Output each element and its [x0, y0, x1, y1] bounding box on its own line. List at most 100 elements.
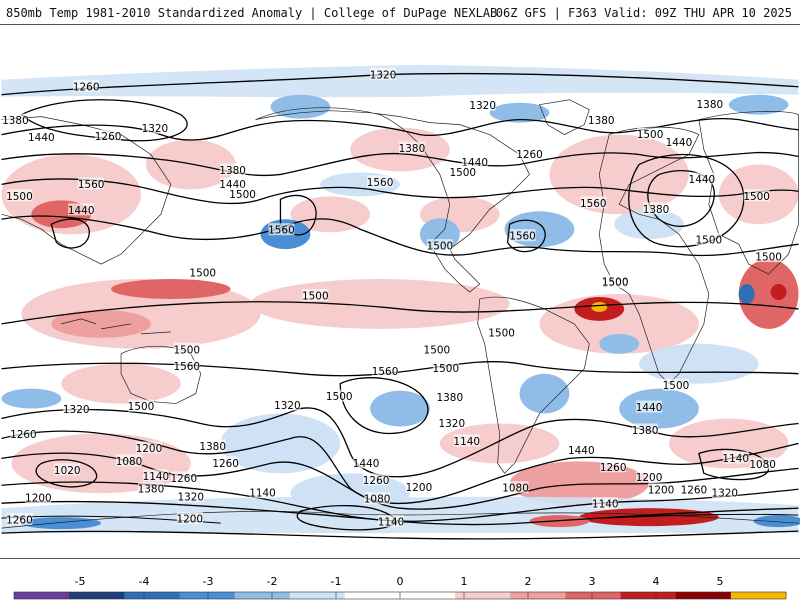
- contour-label: 1440: [353, 458, 380, 470]
- contour-label: 1320: [142, 123, 169, 135]
- contour-label: 1200: [25, 493, 52, 505]
- contour-label-bg: [636, 400, 663, 413]
- contour-label-bg: [364, 492, 391, 505]
- contour-label: 1140: [722, 453, 749, 465]
- contour-label-bg: [453, 434, 480, 447]
- contour-label: 1560: [78, 179, 105, 191]
- contour-label-bg: [63, 402, 90, 415]
- contour-label: 1560: [580, 198, 607, 210]
- contour-label: 1440: [68, 205, 95, 217]
- contour-label: 1200: [136, 443, 163, 455]
- contour-label: 1560: [367, 177, 394, 189]
- contour-label-bg: [436, 390, 463, 403]
- contour-label-bg: [461, 155, 488, 168]
- contour-label: 1440: [689, 174, 716, 186]
- colorbar-segment: [510, 592, 566, 599]
- contour-label: 1500: [6, 191, 33, 203]
- contour-label-bg: [600, 460, 627, 473]
- contour-label: 1260: [600, 462, 627, 474]
- contour-label-bg: [6, 189, 33, 202]
- contour-label: 1560: [372, 366, 399, 378]
- contour-label-bg: [274, 398, 301, 411]
- contour-label: 1200: [636, 472, 663, 484]
- contour-label-bg: [755, 250, 782, 263]
- colorbar-segment: [730, 592, 787, 599]
- contour-label: 1500: [663, 380, 690, 392]
- contour-label: 1560: [509, 231, 536, 243]
- contour-label: 1380: [588, 115, 615, 127]
- contour-label-bg: [54, 463, 81, 476]
- colorbar-segment: [289, 592, 346, 599]
- colorbar-tick-label: -1: [331, 575, 342, 588]
- contour-label: 1500: [743, 191, 770, 203]
- contour-label-bg: [173, 342, 200, 355]
- contour-label: 1140: [378, 517, 405, 529]
- contour-label: 1500: [637, 129, 664, 141]
- contour-label-bg: [438, 416, 465, 429]
- contour-label-bg: [78, 177, 105, 190]
- contour-label: 1260: [212, 458, 239, 470]
- contour-label-bg: [399, 141, 425, 154]
- contour-label-bg: [353, 456, 380, 469]
- contour-label-bg: [426, 239, 453, 252]
- contour-label-bg: [229, 187, 256, 200]
- colorbar-tick-label: 2: [525, 575, 532, 588]
- contour-label-bg: [170, 471, 197, 484]
- contour-label: 1140: [143, 471, 170, 483]
- contour-label-bg: [6, 513, 33, 526]
- contour-label-bg: [268, 223, 295, 236]
- contour-label-bg: [302, 289, 329, 301]
- contour-label: 1080: [502, 483, 529, 495]
- contour-label: 1500: [602, 277, 629, 289]
- contour-label: 1500: [128, 401, 155, 413]
- colorbar-tick-labels: -5 -4 -3 -2 -1 0 1 2 3 4 5: [75, 575, 724, 599]
- contour-label-bg: [370, 67, 397, 80]
- contour-label-bg: [326, 389, 353, 402]
- contour-label: 1140: [592, 499, 619, 511]
- colorbar-segment: [620, 592, 677, 599]
- contour-label-bg: [696, 97, 723, 110]
- contour-label: 1200: [176, 514, 203, 526]
- contour-label: 1380: [199, 441, 226, 453]
- contour-label-bg: [176, 512, 203, 525]
- colorbar-segment: [69, 592, 125, 599]
- contour-label-bg: [602, 275, 629, 288]
- colorbar-tick-label: 0: [397, 575, 404, 588]
- contour-label-bg: [249, 486, 276, 499]
- colorbar-segment: [124, 592, 180, 599]
- contour-label: 1320: [439, 418, 466, 430]
- contour-label: 1260: [171, 473, 198, 485]
- contour-label: 1500: [229, 189, 256, 201]
- colorbar-segment: [675, 592, 732, 599]
- contour-label-bg: [212, 456, 239, 469]
- contour-label-bg: [405, 480, 432, 493]
- contour-label-bg: [95, 129, 122, 142]
- contour-label-bg: [711, 486, 738, 499]
- contour-label-bg: [135, 441, 162, 454]
- contour-label: 1260: [681, 485, 708, 497]
- contour-label: 1440: [28, 132, 55, 144]
- contour-label-bg: [363, 473, 390, 486]
- contour-label-bg: [423, 342, 450, 355]
- colorbar-tick-label: 5: [717, 575, 724, 588]
- contour-label-bg: [743, 189, 770, 202]
- contour-label-bg: [502, 481, 529, 494]
- contour-label-bg: [636, 470, 663, 483]
- contour-label-bg: [68, 203, 95, 216]
- colorbar-segment: [179, 592, 236, 599]
- colorbar-segment: [344, 592, 401, 599]
- contour-label: 1380: [643, 204, 670, 216]
- colorbar-tick-label: 3: [589, 575, 596, 588]
- colorbar-tick-label: -2: [267, 575, 278, 588]
- colorbar-tick-label: -3: [203, 575, 214, 588]
- contour-label-bg: [141, 121, 168, 134]
- contour-label-bg: [637, 127, 664, 140]
- contour-label: 1380: [138, 484, 165, 496]
- map-title: 850mb Temp 1981-2010 Standardized Anomal…: [6, 6, 498, 20]
- contour-label: 1320: [711, 488, 738, 500]
- colorbar-segment: [455, 592, 511, 599]
- contour-label-bg: [432, 361, 459, 374]
- contour-label-bg: [378, 515, 404, 528]
